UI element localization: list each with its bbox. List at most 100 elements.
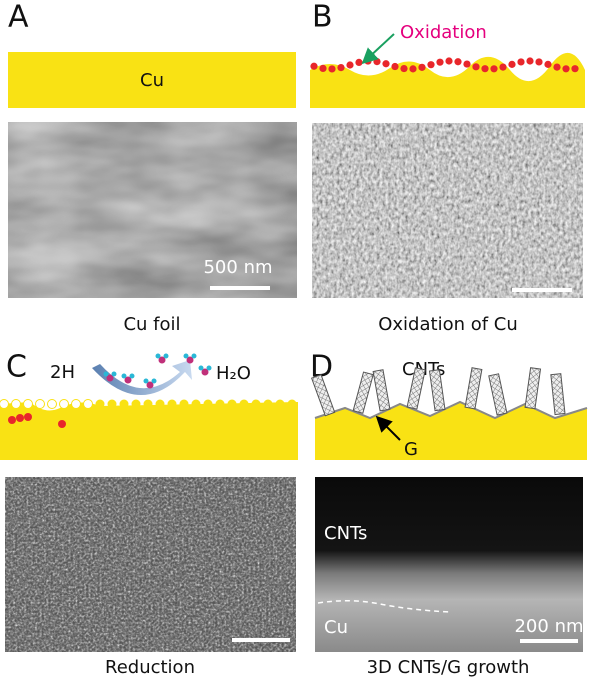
surface-bump	[263, 399, 273, 409]
surface-bump	[227, 399, 237, 409]
oxide-dot	[346, 61, 354, 69]
caption: Oxidation of Cu	[378, 314, 518, 335]
arrow	[375, 415, 401, 441]
surface-bump	[131, 399, 141, 409]
oxide-dot	[517, 58, 525, 66]
hydrogen-atom	[111, 371, 117, 377]
oxide-dot	[445, 57, 453, 65]
surface-bump	[155, 399, 165, 409]
scale-bar-label: 200 nm	[514, 616, 583, 637]
surface-bump	[191, 399, 201, 409]
oxide-dot	[8, 416, 16, 424]
surface-bump	[119, 399, 129, 409]
oxide-dots	[310, 57, 579, 73]
oxide-dot	[328, 65, 336, 73]
oxygen-atom	[124, 376, 132, 384]
sem-image	[5, 477, 296, 652]
oxide-dot	[355, 58, 363, 67]
hydrogen-atom	[121, 373, 127, 379]
surface-bump	[107, 399, 117, 409]
sem-image	[315, 477, 583, 652]
panel-label: A	[8, 0, 29, 35]
hydrogen-atom	[155, 353, 161, 359]
schematic-label: Oxidation	[400, 22, 487, 43]
oxygen-atom	[106, 374, 114, 382]
panel-label: C	[6, 350, 27, 385]
oxygen-atom	[201, 368, 209, 376]
surface-bump	[287, 399, 297, 409]
hydrogen-atom	[198, 365, 204, 371]
hydrogen-atom	[143, 378, 149, 384]
surface-bump	[83, 399, 93, 409]
oxide-dot	[481, 65, 489, 73]
oxide-dot	[472, 63, 480, 71]
image-label: CNTs	[324, 523, 367, 544]
oxide-dot	[373, 57, 381, 66]
surface-bump	[0, 399, 9, 409]
cnt	[488, 373, 508, 416]
surface-bump	[239, 399, 249, 409]
cnt	[352, 371, 374, 414]
cnt	[464, 367, 483, 410]
cnt	[550, 373, 566, 416]
oxide-dot	[454, 58, 462, 66]
cnt	[310, 374, 336, 417]
oxide-dot	[337, 63, 345, 72]
panel-label: B	[312, 0, 333, 35]
sem-image	[8, 122, 297, 298]
surface-bump	[179, 399, 189, 409]
oxide-dot	[391, 62, 399, 71]
oxide-dot	[409, 65, 417, 73]
hydrogen-atom	[163, 353, 169, 359]
oxide-dot	[490, 65, 498, 73]
oxide-dot	[526, 57, 534, 65]
schematic-label: Cu	[140, 70, 164, 91]
oxide-dot	[463, 60, 471, 68]
surface-bump	[215, 399, 225, 409]
surface-bump	[47, 399, 57, 409]
hydrogen-atom	[129, 373, 135, 379]
oxygen-atom	[146, 381, 154, 389]
oxide-dot	[553, 63, 561, 71]
cu-layer	[8, 52, 296, 108]
schematic-label: H₂O	[216, 363, 251, 384]
surface-bump	[251, 399, 261, 409]
schematic-label: G	[404, 439, 418, 460]
oxide-dot	[571, 65, 579, 73]
panel-label: D	[310, 350, 333, 385]
image-label: Cu	[324, 617, 348, 638]
surface-bump	[167, 399, 177, 409]
oxygen-atom	[186, 356, 194, 364]
oxide-dot	[382, 60, 390, 68]
schematic-label: 2H	[50, 362, 75, 383]
oxide-dot	[427, 61, 435, 69]
surface-bump	[143, 399, 153, 409]
hydrogen-atom	[103, 371, 109, 377]
oxide-dot	[400, 64, 408, 73]
curved-arrow	[92, 360, 192, 396]
oxide-dot	[499, 63, 507, 71]
surface-bump	[35, 399, 45, 409]
hydrogen-atom	[151, 378, 157, 384]
hydrogen-atom	[206, 365, 212, 371]
cnt	[428, 369, 446, 412]
oxide-dot	[418, 63, 426, 71]
caption: Reduction	[105, 657, 195, 678]
surface-bump	[203, 399, 213, 409]
surface-bump	[59, 399, 69, 409]
oxide-dot	[508, 60, 516, 68]
cnt-tubes	[310, 367, 566, 417]
surface-bump	[275, 399, 285, 409]
interface-line	[317, 600, 451, 613]
arrow	[361, 33, 395, 65]
oxygen-atom	[158, 356, 166, 364]
cu-layer	[0, 402, 298, 460]
oxide-dot	[535, 58, 543, 66]
surface-bump	[11, 399, 21, 409]
oxide-dot	[310, 62, 318, 70]
cnt	[524, 367, 542, 410]
oxide-dot	[58, 420, 66, 428]
surface-bump	[95, 399, 105, 409]
